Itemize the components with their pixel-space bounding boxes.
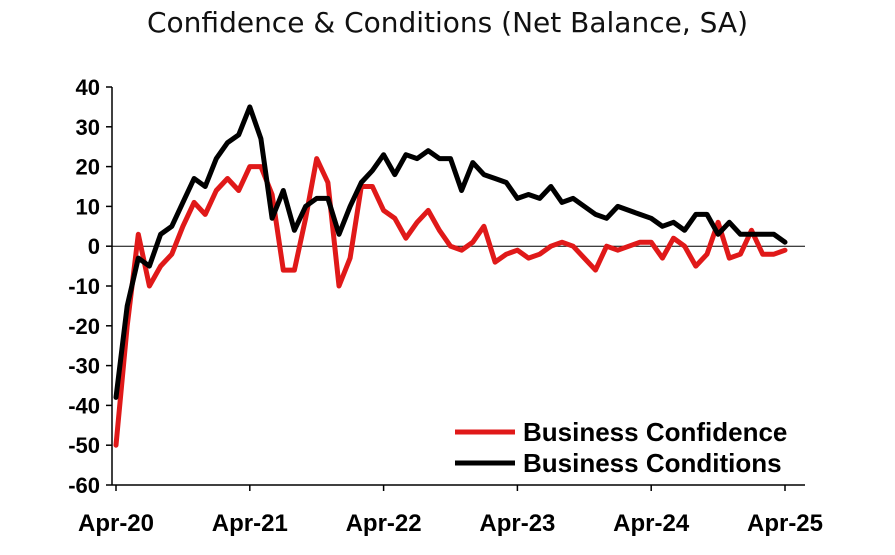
x-tick-label: Apr-23: [479, 510, 555, 537]
series-lines: [113, 104, 788, 448]
y-tick-label: -30: [68, 354, 100, 379]
y-tick-label: 0: [88, 234, 100, 259]
y-tick-label: -10: [68, 274, 100, 299]
y-tick-label: 40: [76, 75, 100, 100]
x-tick-label: Apr-20: [78, 510, 154, 537]
x-tick-label: Apr-24: [613, 510, 690, 537]
y-tick-label: -60: [68, 473, 100, 498]
series-line-conditions: [113, 104, 788, 400]
y-tick-label: 10: [76, 194, 100, 219]
chart-axes: [106, 86, 805, 491]
y-tick-labels: 40 30 20 10 0 -10 -20 -30 -40 -50 -60: [68, 75, 100, 498]
chart-title: Confidence & Conditions (Net Balance, SA…: [147, 6, 748, 39]
x-tick-label: Apr-22: [346, 510, 422, 537]
x-tick-labels: Apr-20 Apr-21 Apr-22 Apr-23 Apr-24 Apr-25: [78, 510, 823, 537]
x-tick-label: Apr-21: [212, 510, 288, 537]
series-line-confidence: [113, 156, 788, 448]
y-tick-label: -40: [68, 393, 100, 418]
y-tick-label: 20: [76, 155, 100, 180]
legend-label-conditions: Business Conditions: [523, 448, 782, 478]
y-tick-label: 30: [76, 115, 100, 140]
y-tick-label: -50: [68, 433, 100, 458]
legend-label-confidence: Business Confidence: [523, 417, 787, 447]
y-tick-label: -20: [68, 314, 100, 339]
x-tick-label: Apr-25: [747, 510, 823, 537]
